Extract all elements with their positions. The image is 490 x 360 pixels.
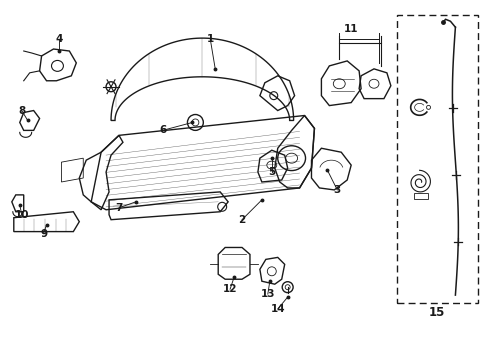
Text: 7: 7 bbox=[115, 203, 122, 213]
Text: 10: 10 bbox=[15, 210, 29, 220]
Text: 11: 11 bbox=[344, 24, 358, 34]
Text: 3: 3 bbox=[334, 185, 341, 195]
Bar bbox=[414, 193, 428, 199]
Text: 12: 12 bbox=[223, 284, 237, 294]
Text: 8: 8 bbox=[18, 105, 25, 116]
Text: 4: 4 bbox=[56, 34, 63, 44]
Bar bbox=[397, 15, 478, 303]
Text: 14: 14 bbox=[270, 304, 285, 314]
Text: 9: 9 bbox=[40, 229, 47, 239]
Text: 13: 13 bbox=[261, 289, 275, 299]
Text: 1: 1 bbox=[207, 34, 214, 44]
Text: 5: 5 bbox=[268, 167, 275, 177]
Text: 6: 6 bbox=[159, 125, 166, 135]
Text: 15: 15 bbox=[428, 306, 445, 319]
Text: 2: 2 bbox=[239, 215, 245, 225]
